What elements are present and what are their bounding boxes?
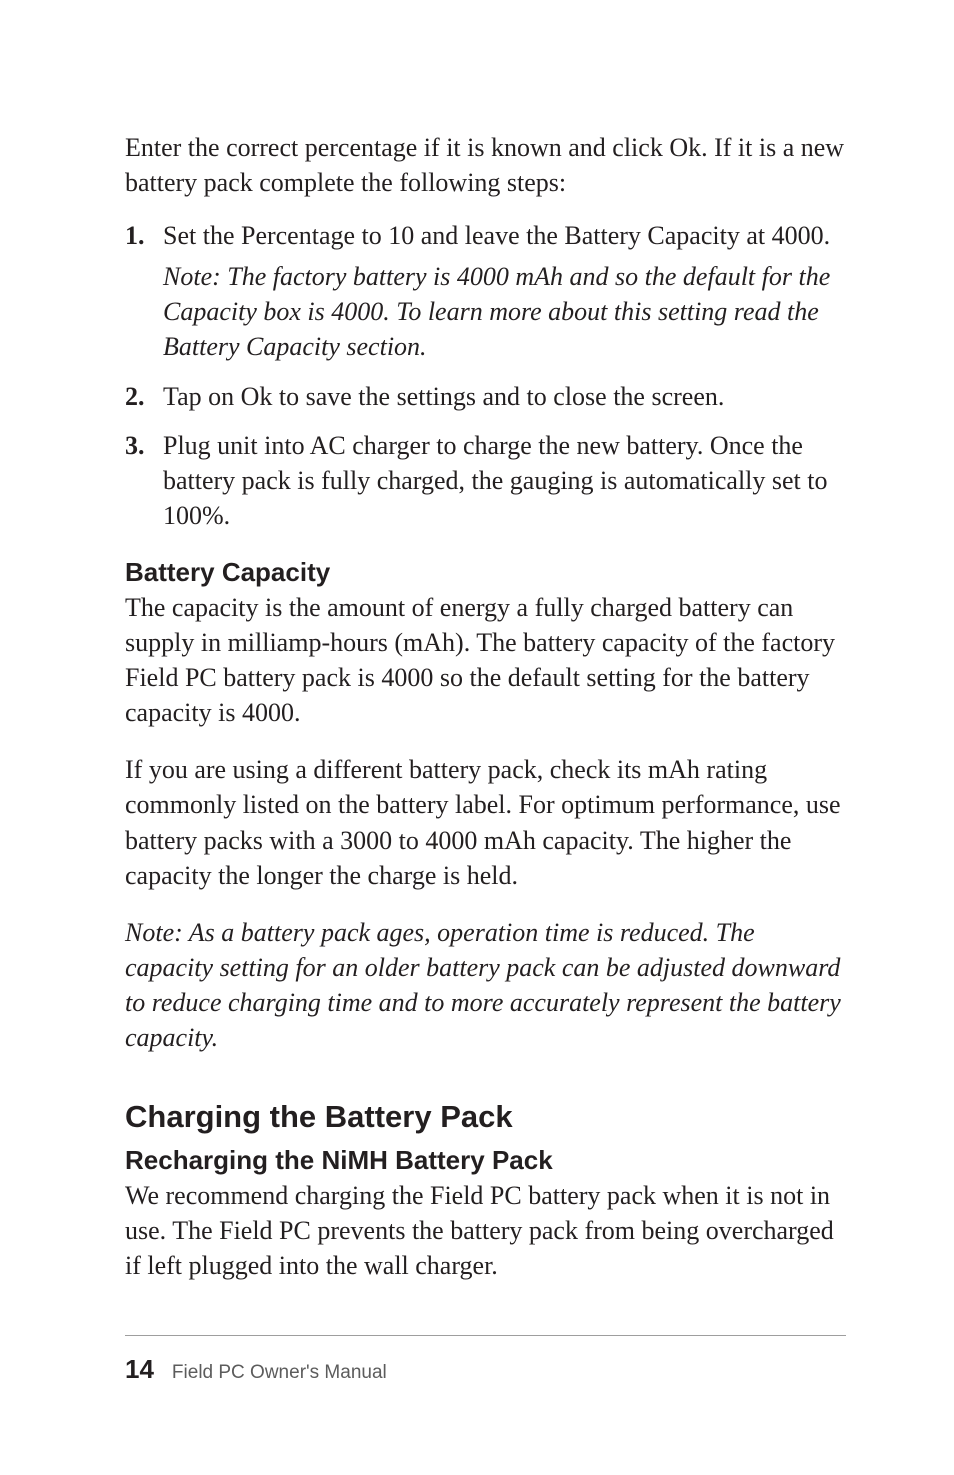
footer-rule: [125, 1335, 846, 1336]
heading-charging: Charging the Battery Pack: [125, 1099, 846, 1135]
step-text: Set the Percentage to 10 and leave the B…: [163, 218, 846, 364]
heading-battery-capacity: Battery Capacity: [125, 557, 846, 588]
step-body: Set the Percentage to 10 and leave the B…: [163, 221, 830, 250]
footer-title: Field PC Owner's Manual: [172, 1362, 387, 1383]
step-3: 3. Plug unit into AC charger to charge t…: [125, 428, 846, 533]
step-number: 2.: [125, 379, 163, 414]
capacity-p2: If you are using a different battery pac…: [125, 752, 846, 892]
step-note: Note: The factory battery is 4000 mAh an…: [163, 259, 846, 364]
page: Enter the correct percentage if it is kn…: [0, 0, 954, 1475]
capacity-p1: The capacity is the amount of energy a f…: [125, 590, 846, 730]
step-1: 1. Set the Percentage to 10 and leave th…: [125, 218, 846, 364]
step-number: 1.: [125, 218, 163, 364]
intro-paragraph: Enter the correct percentage if it is kn…: [125, 130, 846, 200]
charging-p1: We recommend charging the Field PC batte…: [125, 1178, 846, 1283]
footer-line: 14 Field PC Owner's Manual: [125, 1354, 846, 1385]
capacity-note: Note: As a battery pack ages, operation …: [125, 915, 846, 1055]
steps-list: 1. Set the Percentage to 10 and leave th…: [125, 218, 846, 533]
heading-recharging: Recharging the NiMH Battery Pack: [125, 1145, 846, 1176]
step-2: 2. Tap on Ok to save the settings and to…: [125, 379, 846, 414]
step-text: Plug unit into AC charger to charge the …: [163, 428, 846, 533]
page-footer: 14 Field PC Owner's Manual: [125, 1335, 846, 1385]
step-text: Tap on Ok to save the settings and to cl…: [163, 379, 846, 414]
page-number: 14: [125, 1354, 154, 1384]
step-number: 3.: [125, 428, 163, 533]
